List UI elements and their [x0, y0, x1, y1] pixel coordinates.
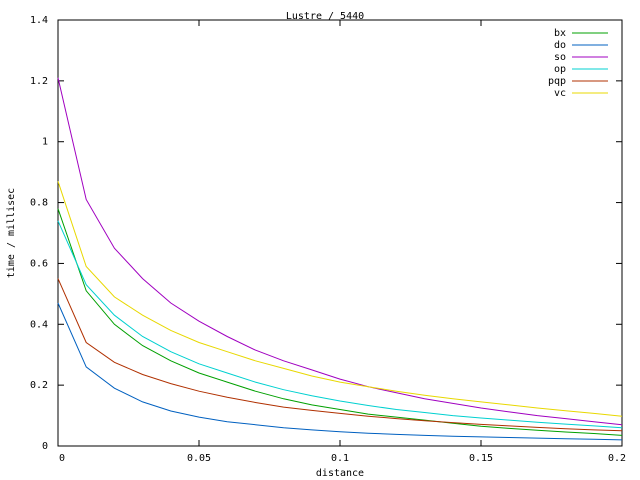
series-line-pqp — [57, 278, 623, 432]
y-tick-label: 0.8 — [30, 198, 48, 209]
legend-label: vc — [554, 88, 566, 99]
y-tick-label: 1.2 — [30, 76, 48, 87]
y-tick-label: 0.6 — [30, 258, 48, 269]
legend-label: pqp — [548, 76, 566, 87]
x-axis-label: distance — [316, 468, 364, 479]
y-axis: 0 0.2 0.4 0.6 0.8 1 1.2 1.4 — [30, 15, 622, 452]
legend-label: op — [554, 64, 566, 75]
y-tick-label: 1.4 — [30, 15, 48, 26]
chart-title: Lustre / 5440 — [286, 11, 364, 22]
series-line-vc — [57, 181, 623, 417]
x-tick-label: 0.15 — [469, 453, 493, 464]
x-tick-label: 0.2 — [608, 453, 626, 464]
x-tick-label: 0 — [59, 453, 65, 464]
y-tick-label: 0 — [42, 441, 48, 452]
x-tick-label: 0.1 — [331, 453, 349, 464]
legend-label: so — [554, 52, 566, 63]
y-tick-label: 0.4 — [30, 319, 48, 330]
series-layer — [57, 77, 623, 441]
y-axis-label: time / millisec — [6, 188, 17, 278]
series-line-bx — [57, 208, 623, 436]
series-line-so — [57, 77, 623, 426]
series-line-do — [57, 302, 623, 441]
y-tick-label: 0.2 — [30, 380, 48, 391]
legend-label: do — [554, 40, 566, 51]
x-tick-label: 0.05 — [187, 453, 211, 464]
legend-label: bx — [554, 28, 566, 39]
y-tick-label: 1 — [42, 137, 48, 148]
series-line-op — [57, 220, 623, 429]
x-axis: 0 0.05 0.1 0.15 0.2 — [57, 20, 626, 464]
